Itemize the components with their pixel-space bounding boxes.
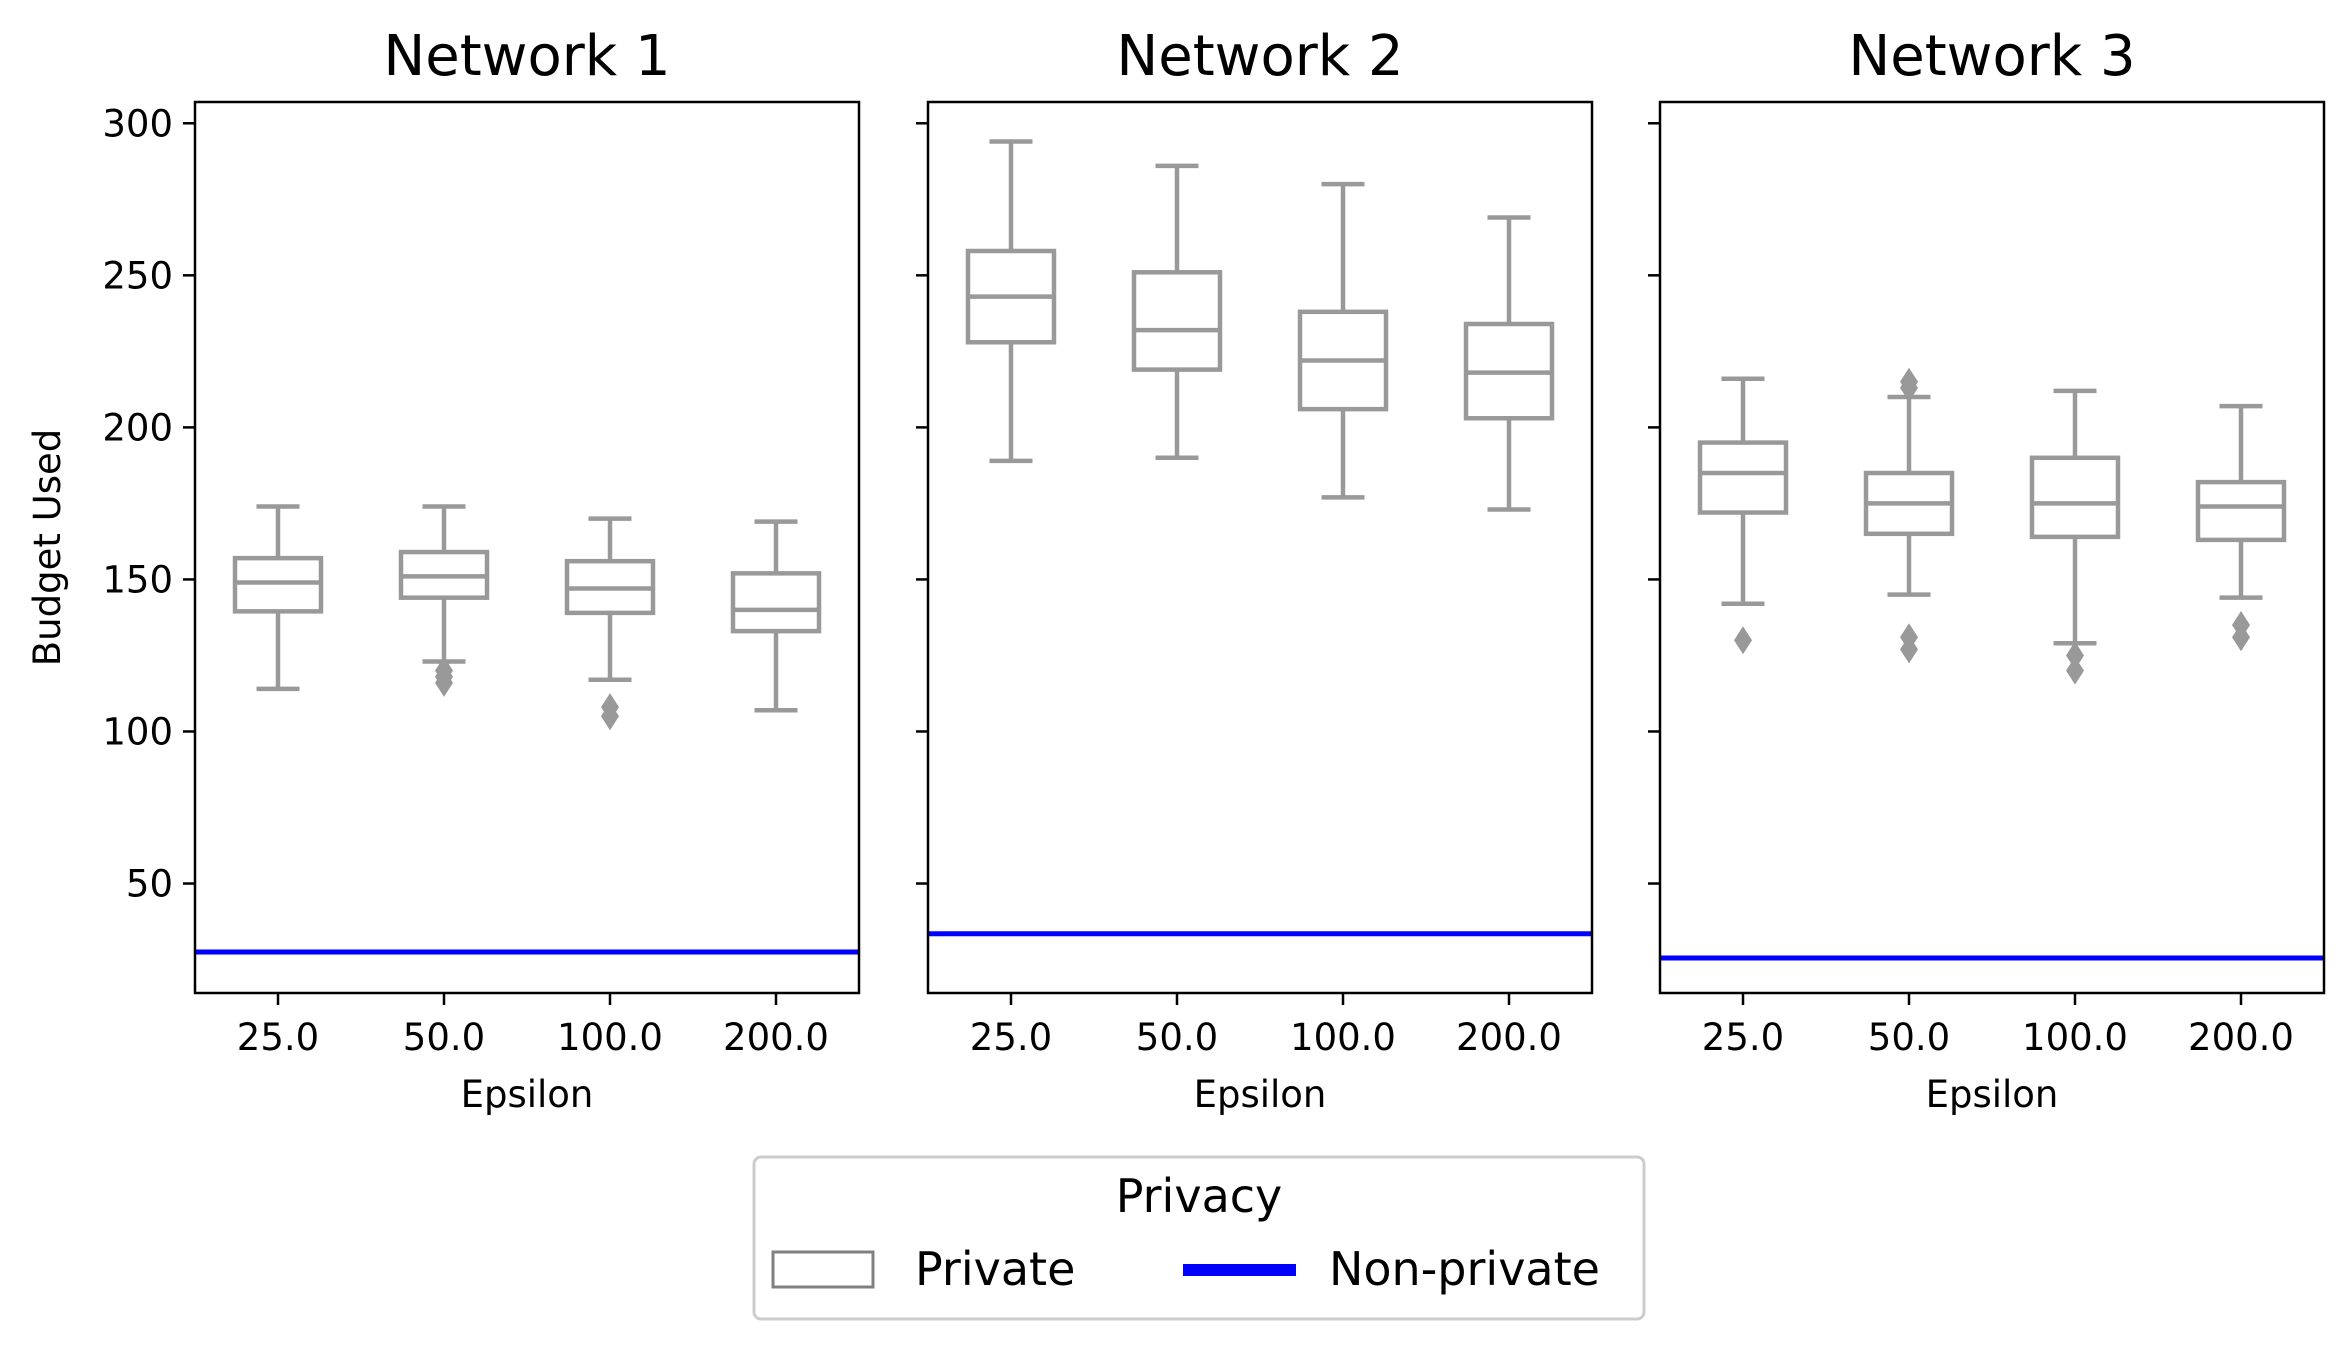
outlier-marker bbox=[1734, 626, 1752, 655]
box-100.0 bbox=[1297, 181, 1389, 500]
x-axis-label: Epsilon bbox=[461, 1073, 594, 1116]
outlier-marker bbox=[1900, 367, 1918, 396]
x-tick-label: 50.0 bbox=[403, 1016, 485, 1059]
x-tick-label: 50.0 bbox=[1868, 1016, 1950, 1059]
box-50.0 bbox=[1863, 367, 1955, 664]
x-tick-label: 25.0 bbox=[1702, 1016, 1784, 1059]
legend-title: Privacy bbox=[1116, 1169, 1283, 1223]
plot-frame bbox=[193, 100, 861, 995]
legend-frame bbox=[752, 1155, 1646, 1321]
box-25.0 bbox=[232, 504, 324, 692]
y-tick-label: 250 bbox=[102, 254, 173, 297]
iqr-box bbox=[730, 571, 822, 634]
iqr-box bbox=[2029, 455, 2121, 540]
box-200.0 bbox=[1463, 215, 1555, 512]
x-tick-label: 25.0 bbox=[970, 1016, 1052, 1059]
outlier-marker bbox=[2232, 611, 2250, 640]
box-50.0 bbox=[398, 504, 490, 697]
outlier-marker bbox=[601, 693, 619, 722]
outlier-marker bbox=[2066, 656, 2084, 685]
panel-2: Network 2 25.0 50.0 100.0 200.0 Epsilon bbox=[916, 24, 1594, 1116]
x-tick-label: 200.0 bbox=[2188, 1016, 2294, 1059]
y-tick-label: 300 bbox=[102, 102, 173, 145]
x-tick-label: 100.0 bbox=[557, 1016, 663, 1059]
x-axis-label: Epsilon bbox=[1926, 1073, 2059, 1116]
x-tick-label: 100.0 bbox=[2022, 1016, 2128, 1059]
iqr-box bbox=[1131, 270, 1223, 372]
plot-frame bbox=[1658, 100, 2326, 995]
legend-private-label: Private bbox=[915, 1242, 1075, 1296]
iqr-box bbox=[2195, 479, 2287, 543]
x-tick-label: 25.0 bbox=[237, 1016, 319, 1059]
outlier-marker bbox=[2066, 641, 2084, 670]
panel-title: Network 3 bbox=[1848, 24, 2135, 89]
box-100.0 bbox=[2029, 388, 2121, 685]
x-tick-label: 200.0 bbox=[723, 1016, 829, 1059]
panel-title: Network 1 bbox=[383, 24, 670, 89]
y-tick-label: 100 bbox=[102, 710, 173, 753]
legend: Privacy Private Non-private bbox=[752, 1155, 1646, 1321]
box-200.0 bbox=[2195, 403, 2287, 652]
legend-private-swatch bbox=[771, 1250, 875, 1289]
box-25.0 bbox=[965, 139, 1057, 464]
outlier-marker bbox=[435, 656, 453, 685]
x-axis-label: Epsilon bbox=[1194, 1073, 1327, 1116]
iqr-box bbox=[232, 555, 324, 614]
plot-frame bbox=[926, 100, 1594, 995]
x-tick-label: 100.0 bbox=[1290, 1016, 1396, 1059]
iqr-box bbox=[1697, 440, 1789, 515]
panel-1: Network 1 50 100 150 200 250 300 Budget Used 25.… bbox=[26, 24, 861, 1116]
box-200.0 bbox=[730, 519, 822, 713]
outlier-marker bbox=[1900, 623, 1918, 652]
y-tick-label: 200 bbox=[102, 406, 173, 449]
x-tick-label: 200.0 bbox=[1456, 1016, 1562, 1059]
box-100.0 bbox=[564, 516, 656, 731]
x-tick-label: 50.0 bbox=[1136, 1016, 1218, 1059]
y-tick-label: 50 bbox=[126, 863, 173, 906]
panels: Network 1 50 100 150 200 250 300 Budget Used 25.… bbox=[26, 24, 2326, 1116]
panel-title: Network 2 bbox=[1116, 24, 1403, 89]
legend-nonprivate-label: Non-private bbox=[1329, 1242, 1600, 1296]
box-50.0 bbox=[1131, 163, 1223, 461]
panel-3: Network 3 25.0 50.0 100.0 200.0 Epsilon bbox=[1648, 24, 2326, 1116]
y-axis-label: Budget Used bbox=[26, 429, 69, 666]
y-tick-label: 150 bbox=[102, 558, 173, 601]
box-25.0 bbox=[1697, 376, 1789, 655]
